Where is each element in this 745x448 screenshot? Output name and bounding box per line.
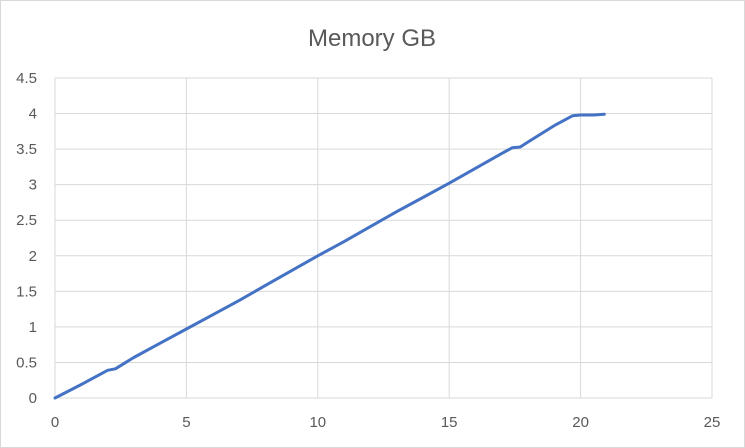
y-tick-label: 0 — [29, 390, 37, 407]
x-tick-label: 5 — [182, 414, 190, 431]
axes — [54, 78, 712, 399]
y-tick-label: 0.5 — [16, 354, 37, 371]
x-tick-label: 15 — [441, 414, 458, 431]
y-tick-label: 1 — [29, 319, 37, 336]
x-tick-label: 0 — [51, 414, 59, 431]
y-tick-label: 2 — [29, 248, 37, 265]
y-tick-label: 4 — [29, 106, 37, 123]
x-tick-label: 25 — [704, 414, 721, 431]
x-tick-label: 20 — [572, 414, 589, 431]
x-tick-label: 10 — [309, 414, 326, 431]
series-group — [53, 112, 606, 400]
gridlines — [55, 77, 713, 398]
chart-title: Memory GB — [308, 25, 436, 52]
y-tick-label: 2.5 — [16, 212, 37, 229]
series-line — [53, 112, 606, 400]
y-tick-label: 3 — [29, 177, 37, 194]
y-tick-label: 1.5 — [16, 283, 37, 300]
y-tick-label: 4.5 — [16, 70, 37, 87]
y-tick-label: 3.5 — [16, 141, 37, 158]
tick-labels: 0 0.5 1 1.5 2 2.5 3 3.5 4 4.5 0 5 10 15 20 25 — [16, 70, 720, 431]
